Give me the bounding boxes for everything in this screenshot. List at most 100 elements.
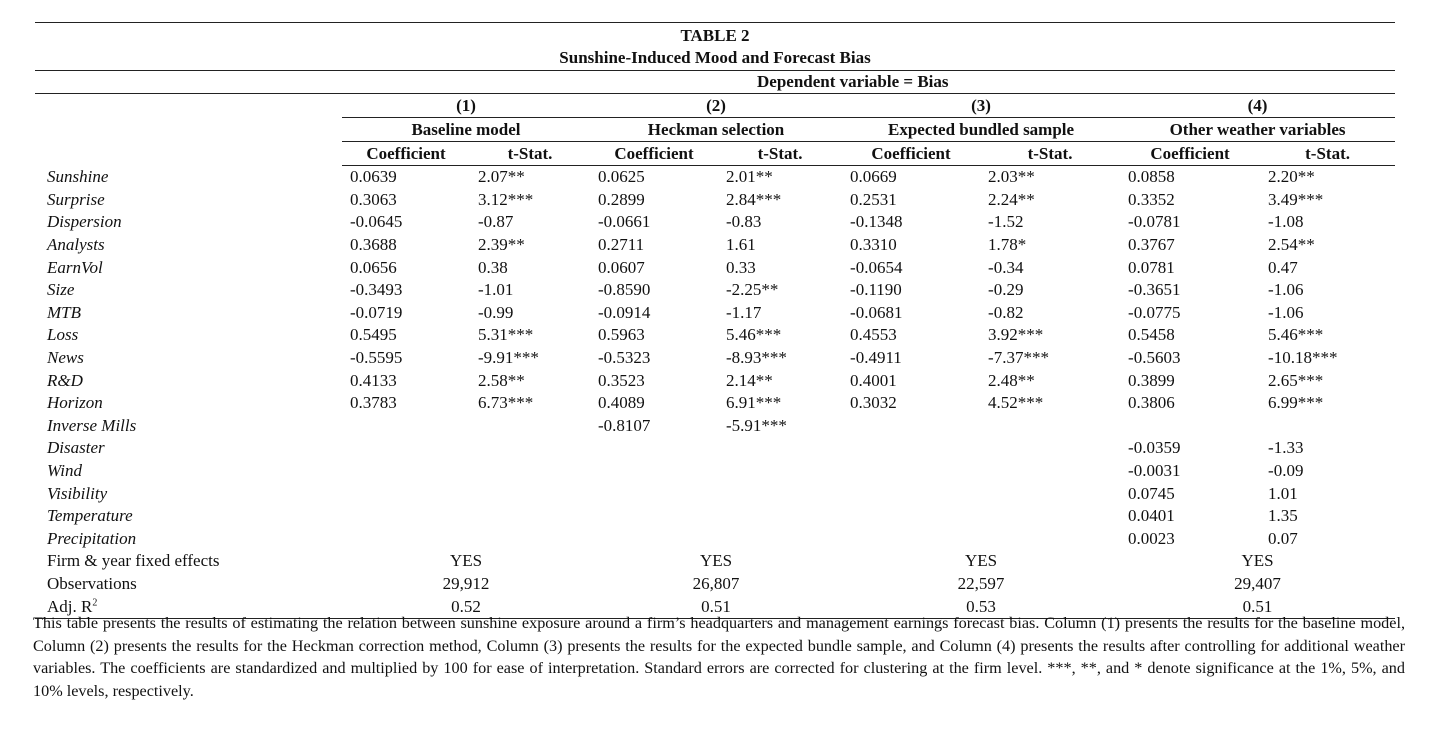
coefficient-cell: -0.5595 — [350, 348, 403, 368]
column-number-row: (1) (2) (3) (4) — [35, 94, 1396, 118]
column-name: Other weather variables — [1120, 117, 1396, 142]
summary-label: Firm & year fixed effects — [35, 550, 342, 573]
coefficient-cell: -0.5603 — [1128, 348, 1181, 368]
coefficient-cell: 0.4553 — [850, 325, 897, 345]
coefficient-cell: 0.2531 — [850, 189, 897, 209]
table-row: Size -0.3493 -1.01 -0.8590 -2.25** -0.1190 -0.… — [35, 279, 1395, 302]
summary-value: 0.51 — [590, 595, 843, 619]
table-row: Visibility 0.0745 1.01 — [35, 482, 1395, 505]
variable-name: EarnVol — [47, 257, 103, 277]
tstat-cell — [718, 460, 842, 483]
coefficient-cell: 0.0745 — [1128, 483, 1175, 503]
summary-value: 0.51 — [1120, 595, 1396, 619]
tstat-cell: 2.03** — [988, 167, 1035, 187]
coefficient-cell: -0.0781 — [1128, 212, 1181, 232]
coefficient-cell: 0.5458 — [1128, 325, 1175, 345]
coefficient-header: Coefficient — [342, 141, 470, 166]
tstat-cell — [470, 505, 590, 528]
summary-value: 29,912 — [442, 573, 490, 593]
coefficient-cell: -0.1190 — [850, 280, 902, 300]
tstat-cell: -1.52 — [988, 212, 1024, 232]
tstat-cell — [980, 528, 1120, 551]
coefficient-cell — [590, 482, 718, 505]
coefficient-cell — [842, 415, 980, 438]
column-name: Baseline model — [342, 117, 591, 142]
tstat-header: t-Stat. — [1260, 141, 1396, 166]
summary-value: YES — [964, 551, 998, 571]
tstat-cell: 6.91*** — [726, 393, 782, 413]
tstat-cell: 1.35 — [1268, 506, 1298, 526]
summary-value: YES — [449, 551, 483, 571]
tstat-cell: -1.08 — [1268, 212, 1304, 232]
summary-label-text: Firm & year fixed effects — [47, 551, 220, 571]
coefficient-header: Coefficient — [1120, 141, 1261, 166]
coefficient-header: Coefficient — [842, 141, 981, 166]
tstat-cell: 2.54** — [1268, 235, 1315, 255]
variable-name: Surprise — [47, 189, 105, 209]
table-caption: This table presents the results of estim… — [33, 614, 1405, 700]
summary-row: Firm & year fixed effects YES YES YES YES — [35, 550, 1395, 573]
table-row: Horizon 0.3783 6.73*** 0.4089 6.91*** 0.3032 4… — [35, 392, 1395, 415]
coefficient-cell: 0.3310 — [850, 235, 897, 255]
tstat-cell — [980, 460, 1120, 483]
summary-value: YES — [1241, 551, 1274, 571]
coefficient-cell: 0.3063 — [350, 189, 397, 209]
tstat-cell: -0.34 — [988, 257, 1024, 277]
tstat-cell: -0.87 — [478, 212, 514, 232]
variable-name: Wind — [47, 461, 82, 481]
tstat-cell: 0.33 — [726, 257, 756, 277]
coefficient-cell — [842, 482, 980, 505]
coefficient-cell: -0.8107 — [598, 415, 651, 435]
variable-name: Dispersion — [47, 212, 122, 232]
tstat-cell: -0.09 — [1268, 461, 1304, 481]
tstat-cell: 6.99*** — [1268, 393, 1324, 413]
coefficient-cell: 0.3352 — [1128, 189, 1175, 209]
coefficient-cell — [842, 505, 980, 528]
coefficient-header: Coefficient — [590, 141, 719, 166]
coefficient-cell — [842, 437, 980, 460]
coefficient-cell: -0.3493 — [350, 280, 403, 300]
tstat-cell: 5.46*** — [1268, 325, 1324, 345]
coefficient-cell: 0.3032 — [850, 393, 897, 413]
column-number: (3) — [842, 94, 1121, 118]
tstat-cell: -8.93*** — [726, 348, 787, 368]
tstat-cell — [980, 437, 1120, 460]
variable-name: Temperature — [47, 506, 133, 526]
tstat-cell — [980, 482, 1120, 505]
summary-label: Observations — [35, 573, 342, 596]
tstat-cell: 3.12*** — [478, 189, 534, 209]
summary-value: 29,407 — [1234, 573, 1281, 593]
coefficient-cell: 0.4089 — [598, 393, 645, 413]
tstat-cell: 0.47 — [1268, 257, 1298, 277]
tstat-cell: -0.83 — [726, 212, 762, 232]
tstat-cell: 2.24** — [988, 189, 1035, 209]
tstat-cell: 0.07 — [1268, 528, 1298, 548]
coefficient-cell: -0.0031 — [1128, 461, 1181, 481]
tstat-cell: -1.06 — [1268, 280, 1304, 300]
tstat-cell — [718, 528, 842, 551]
coefficient-cell: -0.8590 — [598, 280, 651, 300]
tstat-cell: -0.82 — [988, 302, 1024, 322]
variable-name: Inverse Mills — [47, 415, 137, 435]
tstat-cell: 5.46*** — [726, 325, 782, 345]
stat-header-row: Coefficient t-Stat. Coefficient t-Stat. Coef… — [35, 141, 1396, 166]
tstat-cell: 2.01** — [726, 167, 773, 187]
coefficient-cell: 0.0781 — [1128, 257, 1175, 277]
tstat-cell: 3.92*** — [988, 325, 1044, 345]
variable-name: News — [47, 348, 84, 368]
tstat-cell: -10.18*** — [1268, 348, 1338, 368]
tstat-cell: 2.58** — [478, 370, 525, 390]
table-row: Loss 0.5495 5.31*** 0.5963 5.46*** 0.4553 3.92… — [35, 324, 1395, 347]
tstat-cell: -2.25** — [726, 280, 779, 300]
variable-name: R&D — [47, 370, 83, 390]
table-number: TABLE 2 — [680, 26, 750, 45]
coefficient-cell — [590, 528, 718, 551]
variable-name: Precipitation — [47, 528, 137, 548]
coefficient-cell: 0.0401 — [1128, 506, 1175, 526]
summary-value: YES — [699, 551, 733, 571]
dependent-rule — [35, 93, 1395, 94]
variable-name: Analysts — [47, 235, 105, 255]
tstat-cell: 2.39** — [478, 235, 525, 255]
tstat-header: t-Stat. — [470, 141, 591, 166]
coefficient-cell: -0.1348 — [850, 212, 903, 232]
